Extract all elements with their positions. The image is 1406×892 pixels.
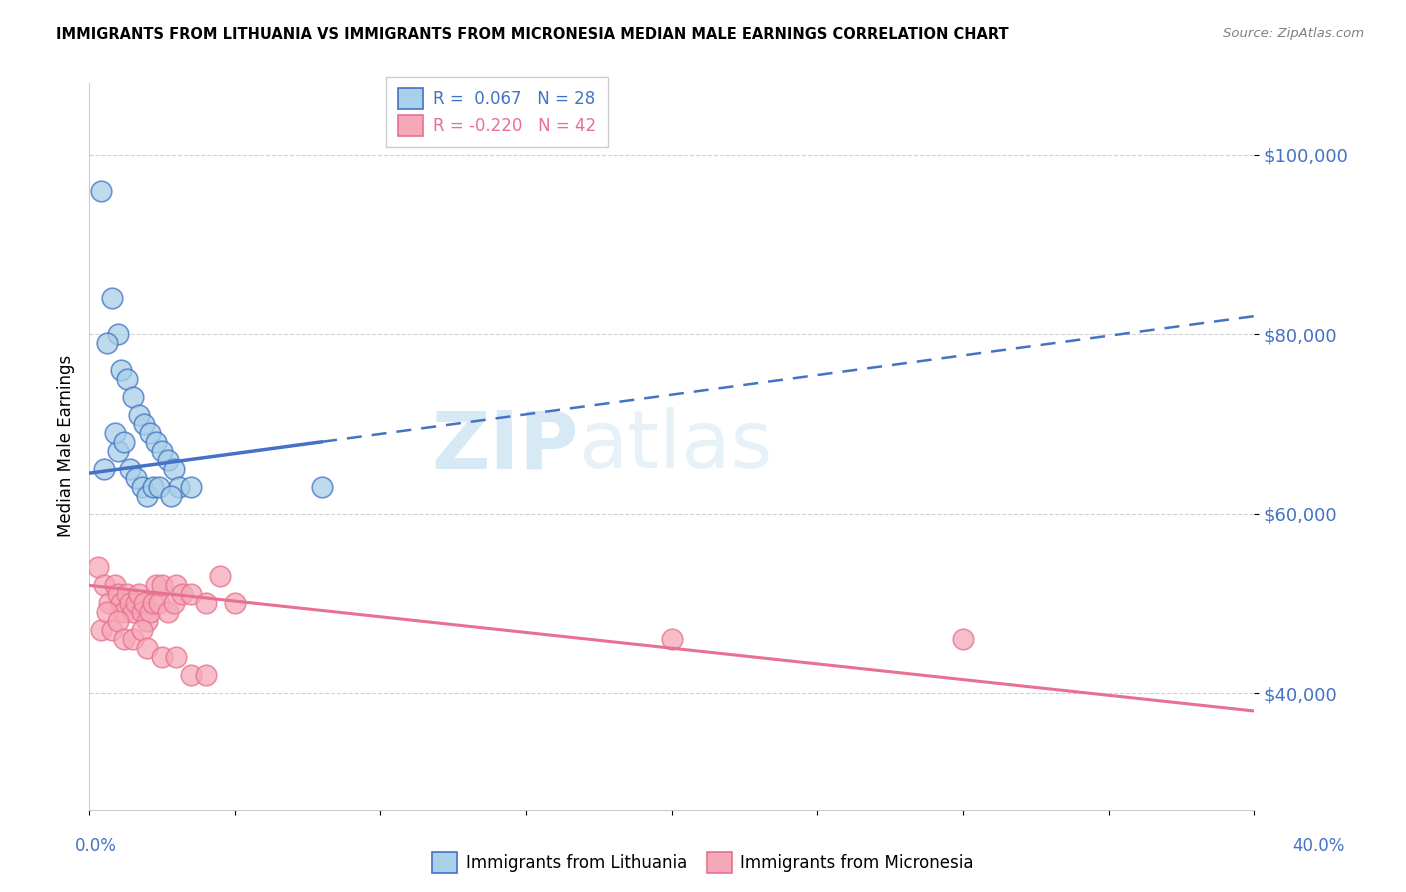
Point	[124, 596, 146, 610]
Point	[224, 596, 246, 610]
Point	[150, 578, 173, 592]
Point	[124, 471, 146, 485]
Point	[107, 587, 129, 601]
Point	[96, 336, 118, 351]
Point	[128, 408, 150, 422]
Point	[131, 605, 153, 619]
Point	[952, 632, 974, 647]
Point	[166, 578, 188, 592]
Point	[101, 624, 124, 638]
Point	[162, 461, 184, 475]
Legend: R =  0.067   N = 28, R = -0.220   N = 42: R = 0.067 N = 28, R = -0.220 N = 42	[387, 77, 607, 147]
Point	[156, 452, 179, 467]
Point	[131, 480, 153, 494]
Point	[136, 614, 159, 628]
Text: ZIP: ZIP	[432, 408, 578, 485]
Point	[134, 596, 156, 610]
Point	[142, 596, 165, 610]
Point	[145, 434, 167, 449]
Point	[148, 596, 170, 610]
Point	[180, 587, 202, 601]
Point	[93, 578, 115, 592]
Point	[118, 596, 141, 610]
Point	[121, 390, 143, 404]
Point	[142, 480, 165, 494]
Point	[118, 461, 141, 475]
Point	[104, 425, 127, 440]
Point	[194, 596, 217, 610]
Point	[136, 489, 159, 503]
Point	[131, 624, 153, 638]
Text: 0.0%: 0.0%	[75, 837, 117, 855]
Point	[166, 650, 188, 665]
Point	[107, 614, 129, 628]
Text: IMMIGRANTS FROM LITHUANIA VS IMMIGRANTS FROM MICRONESIA MEDIAN MALE EARNINGS COR: IMMIGRANTS FROM LITHUANIA VS IMMIGRANTS …	[56, 27, 1010, 42]
Point	[96, 605, 118, 619]
Point	[139, 605, 162, 619]
Point	[148, 480, 170, 494]
Point	[107, 443, 129, 458]
Point	[159, 489, 181, 503]
Point	[87, 560, 110, 574]
Point	[150, 650, 173, 665]
Point	[112, 632, 135, 647]
Point	[112, 605, 135, 619]
Point	[150, 443, 173, 458]
Point	[180, 668, 202, 682]
Point	[156, 605, 179, 619]
Point	[90, 184, 112, 198]
Point	[136, 641, 159, 656]
Point	[194, 668, 217, 682]
Point	[115, 372, 138, 386]
Point	[107, 327, 129, 342]
Point	[128, 587, 150, 601]
Point	[98, 596, 121, 610]
Point	[112, 434, 135, 449]
Y-axis label: Median Male Earnings: Median Male Earnings	[58, 355, 75, 537]
Point	[121, 632, 143, 647]
Point	[93, 461, 115, 475]
Text: 40.0%: 40.0%	[1292, 837, 1346, 855]
Point	[180, 480, 202, 494]
Point	[145, 578, 167, 592]
Text: atlas: atlas	[578, 408, 773, 485]
Legend: Immigrants from Lithuania, Immigrants from Micronesia: Immigrants from Lithuania, Immigrants fr…	[426, 846, 980, 880]
Point	[139, 425, 162, 440]
Point	[101, 291, 124, 305]
Text: Source: ZipAtlas.com: Source: ZipAtlas.com	[1223, 27, 1364, 40]
Point	[121, 605, 143, 619]
Point	[311, 480, 333, 494]
Point	[209, 569, 232, 583]
Point	[169, 480, 191, 494]
Point	[104, 578, 127, 592]
Point	[661, 632, 683, 647]
Point	[90, 624, 112, 638]
Point	[110, 596, 132, 610]
Point	[110, 363, 132, 377]
Point	[134, 417, 156, 431]
Point	[115, 587, 138, 601]
Point	[172, 587, 194, 601]
Point	[162, 596, 184, 610]
